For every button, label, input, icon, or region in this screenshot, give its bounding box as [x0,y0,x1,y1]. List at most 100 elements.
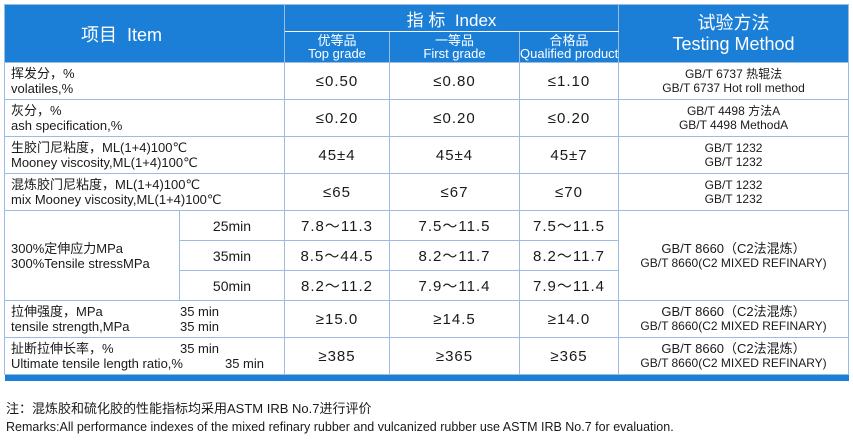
table-row: 灰分，% ash specification,% ≤0.20 ≤0.20 ≤0.… [4,99,850,137]
item-label-cn: 300%定伸应力MPa [11,240,123,256]
test-method-cn: GB/T 8660（C2法混炼） [661,304,806,319]
grade-label-cn: 优等品 [317,33,357,48]
item-label-cn-line: 扯断拉伸长率，% 35 min [11,341,284,356]
header-grade-qualified: 合格品 Qualified product [518,31,620,63]
value-top: ≥385 [284,337,390,375]
value-top: 7.8～11.3 [284,210,390,241]
cure-time: 50min [179,270,285,301]
header-method-cn: 试验方法 [697,12,770,33]
value-first: ≤67 [389,173,520,211]
item-label-cn: 灰分，% [11,103,62,118]
item-label-cn-line: 拉伸强度，MPa 35 min [11,304,284,319]
grade-label-en: First grade [423,46,486,61]
grade-label-en: Top grade [308,46,366,61]
header-index: 指 标 Index [283,4,620,32]
cure-time: 35 min [224,356,264,371]
test-method: GB/T 4498 方法A GB/T 4498 MethodA [618,99,850,137]
value-first: ≤0.20 [389,99,520,137]
table-row: 300%定伸应力MPa 300%Tensile stressMPa 25min … [4,210,850,301]
table-row: 挥发分，% volatiles,% ≤0.50 ≤0.80 ≤1.10 GB/T… [4,62,850,100]
test-method-cn: GB/T 6737 热辊法 [684,67,783,81]
value-first: 45±4 [389,136,520,174]
item-label: 混炼胶门尼粘度，ML(1+4)100℃ mix Mooney viscosity… [4,173,285,211]
test-method: GB/T 8660（C2法混炼） GB/T 8660(C2 MIXED REFI… [618,337,850,375]
value-qualified: 7.9～11.4 [518,270,620,301]
value-qualified: ≤0.20 [518,99,620,137]
test-method: GB/T 6737 热辊法 GB/T 6737 Hot roll method [618,62,850,100]
value-qualified: ≤1.10 [518,62,620,100]
table-row: 拉伸强度，MPa 35 min tensile strength,MPa 35 … [4,300,850,338]
item-label-en: Mooney viscosity,ML(1+4)100℃ [11,155,198,170]
header-index-cn: 指 标 [406,10,446,30]
value-qualified: 45±7 [518,136,620,174]
value-top: 45±4 [284,136,390,174]
header-item-en: Item [127,24,163,45]
value-qualified: 7.5～11.5 [518,210,620,241]
cure-time: 35 min [179,304,219,319]
value-first: 8.2～11.7 [389,240,520,271]
cure-time: 35 min [179,341,219,356]
test-method-cn: GB/T 1232 [704,178,763,192]
test-method-cn: GB/T 8660（C2法混炼） [661,341,806,356]
grade-label-cn: 合格品 [549,33,589,48]
value-qualified: ≥14.0 [518,300,620,338]
item-label: 灰分，% ash specification,% [4,99,285,137]
spec-table: 项目 Item 指 标 Index 试验方法 Testing Method 优等… [4,4,850,381]
table-row: 生胶门尼粘度，ML(1+4)100℃ Mooney viscosity,ML(1… [4,136,850,174]
item-label-en: volatiles,% [11,81,74,96]
test-method-cn: GB/T 4498 方法A [686,104,781,118]
test-method-en: GB/T 8660(C2 MIXED REFINARY) [640,356,827,370]
table-row: 混炼胶门尼粘度，ML(1+4)100℃ mix Mooney viscosity… [4,173,850,211]
item-label-en-line: tensile strength,MPa 35 min [11,319,284,334]
item-label: 挥发分，% volatiles,% [4,62,285,100]
value-first: ≥365 [389,337,520,375]
header-index-en: Index [454,10,497,30]
table-row: 扯断拉伸长率，% 35 min Ultimate tensile length … [4,337,850,375]
item-label-en: ash specification,% [11,118,123,133]
cure-time: 35 min [179,319,219,334]
test-method-en: GB/T 6737 Hot roll method [662,81,805,95]
table-row: 35min 8.5～44.5 8.2～11.7 8.2～11.7 [5,240,849,271]
grade-label-cn: 一等品 [434,33,474,48]
grade-label-en: Qualified product [520,46,619,61]
item-label-en: 300%Tensile stressMPa [11,255,150,271]
remarks-en: Remarks:All performance indexes of the m… [6,420,674,434]
item-label-en-line: Ultimate tensile length ratio,% 35 min [11,356,284,371]
test-method: GB/T 8660（C2法混炼） GB/T 8660(C2 MIXED REFI… [618,210,850,301]
table-bottom-bar [4,374,849,381]
item-label-cn: 拉伸强度，MPa [11,304,103,319]
value-qualified: 8.2～11.7 [518,240,620,271]
value-top: ≤0.20 [284,99,390,137]
test-method-en: GB/T 4498 MethodA [678,118,789,132]
item-label-cn: 生胶门尼粘度，ML(1+4)100℃ [11,140,188,155]
test-method-en: GB/T 8660(C2 MIXED REFINARY) [640,255,827,270]
remarks-cn: 注：混炼胶和硫化胶的性能指标均采用ASTM IRB No.7进行评价 [6,401,372,416]
header-item: 项目 Item [4,4,285,63]
test-method-en: GB/T 1232 [704,155,763,169]
item-label: 扯断拉伸长率，% 35 min Ultimate tensile length … [4,337,285,375]
item-label-en: tensile strength,MPa [11,319,130,334]
item-label-cn: 扯断拉伸长率，% [11,341,114,356]
header-method: 试验方法 Testing Method [618,4,850,63]
value-top: 8.5～44.5 [284,240,390,271]
test-method: GB/T 1232 GB/T 1232 [618,136,850,174]
test-method-cn: GB/T 8660（C2法混炼） [661,240,806,256]
test-method-en: GB/T 8660(C2 MIXED REFINARY) [640,319,827,333]
item-label-en: mix Mooney viscosity,ML(1+4)100℃ [11,192,222,207]
header-item-cn: 项目 [81,24,117,45]
test-method-cn: GB/T 1232 [704,141,763,155]
value-top: ≤0.50 [284,62,390,100]
value-top: ≤65 [284,173,390,211]
test-method-en: GB/T 1232 [704,192,763,206]
value-qualified: ≥365 [518,337,620,375]
value-top: ≥15.0 [284,300,390,338]
item-label: 拉伸强度，MPa 35 min tensile strength,MPa 35 … [4,300,285,338]
item-label-en: Ultimate tensile length ratio,% [11,356,183,371]
header-grade-top: 优等品 Top grade [284,31,390,63]
item-label-cn: 挥发分，% [11,66,75,81]
item-label: 300%定伸应力MPa 300%Tensile stressMPa [4,210,180,301]
cure-time: 25min [179,210,285,241]
value-first: ≥14.5 [389,300,520,338]
item-label-cn: 混炼胶门尼粘度，ML(1+4)100℃ [11,177,201,192]
value-first: 7.5～11.5 [389,210,520,241]
